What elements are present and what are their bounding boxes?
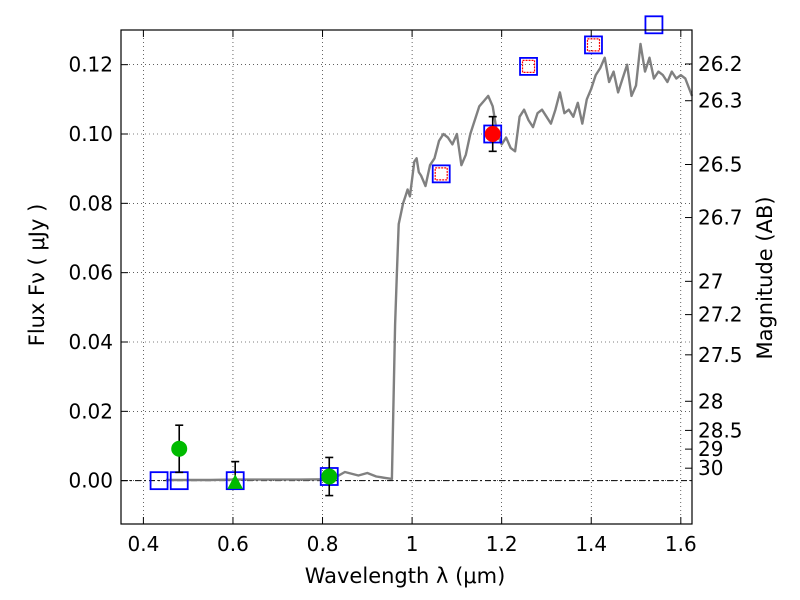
observed-point <box>484 126 501 142</box>
y-tick-label: 0.08 <box>68 191 113 215</box>
x-tick-label: 1 <box>406 532 419 556</box>
y-tick-label: 0.04 <box>68 330 113 354</box>
x-tick-label: 1.2 <box>486 532 518 556</box>
upper-limit-square <box>434 167 448 181</box>
model-photometry-square <box>149 471 169 491</box>
grid <box>121 30 692 524</box>
magnitude-tick-label: 26.2 <box>698 52 743 76</box>
tick-layer <box>121 30 692 524</box>
y-tick-label: 0.02 <box>68 399 113 423</box>
magnitude-tick-label: 30 <box>698 456 723 480</box>
magnitude-tick-label: 29 <box>698 437 723 461</box>
x-tick-label: 0.4 <box>127 532 159 556</box>
y-tick-label: 0.00 <box>68 469 113 493</box>
magnitude-axis-title: Magnitude (AB) <box>753 196 777 359</box>
upper-limit-square <box>586 38 601 52</box>
sed-model-line <box>165 42 694 482</box>
magnitude-tick-label: 26.7 <box>698 206 743 230</box>
x-tick-label: 1.6 <box>665 532 697 556</box>
magnitude-tick-label: 27.5 <box>698 343 743 367</box>
magnitude-tick-label: 28 <box>698 389 723 413</box>
y-axis-title: Flux Fν ( μJy ) <box>25 204 49 347</box>
upper-limit-square <box>521 59 536 74</box>
magnitude-tick-label: 26.3 <box>698 89 743 113</box>
marker-layer <box>149 15 664 497</box>
model-photometry-square <box>644 15 664 35</box>
sed-layer <box>165 42 694 482</box>
observed-point <box>321 468 338 485</box>
y-tick-label: 0.10 <box>68 122 113 146</box>
x-tick-label: 0.8 <box>307 532 339 556</box>
observed-triangle <box>227 474 244 489</box>
model-photometry-square <box>519 57 538 76</box>
magnitude-tick-label: 27.2 <box>698 303 743 327</box>
model-photometry-square <box>584 35 603 55</box>
plot-frame <box>120 29 693 525</box>
magnitude-tick-label: 28.5 <box>698 418 743 442</box>
magnitude-tick-label: 26.5 <box>698 153 743 177</box>
x-tick-label: 0.6 <box>217 532 249 556</box>
magnitude-tick-label: 27 <box>698 269 723 293</box>
model-photometry-square <box>431 164 451 184</box>
x-axis-title: Wavelength λ (μm) <box>305 564 506 588</box>
y-tick-label: 0.06 <box>68 261 113 285</box>
label-layer: 0.4 0.6 0.8 1 1.2 1.4 1.6 0.00 0.02 0.04 0.06 0.08 0… <box>68 52 742 556</box>
observed-point <box>171 440 188 457</box>
x-tick-label: 1.4 <box>575 532 607 556</box>
y-tick-label: 0.12 <box>68 53 113 77</box>
